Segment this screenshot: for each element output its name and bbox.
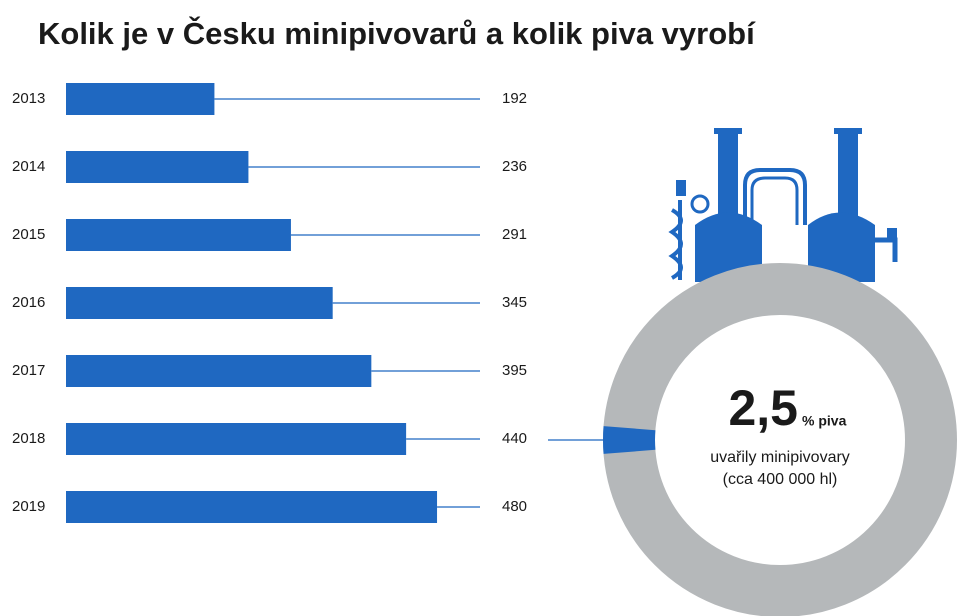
value-label: 395 [502,362,527,379]
year-label: 2013 [12,90,45,107]
note: (cca 400 000 hl) [723,471,838,488]
value-label: 480 [502,498,527,515]
year-label: 2014 [12,158,45,175]
unit-label: % piva [802,413,847,429]
bar [66,151,249,183]
year-label: 2015 [12,226,45,243]
donut-ring [603,263,957,616]
value-label: 345 [502,294,527,311]
year-label: 2016 [12,294,45,311]
bar [66,491,438,523]
brewery-icon [668,128,898,282]
year-label: 2018 [12,430,45,447]
title: Kolik je v Česku minipivovarů a kolik pi… [38,15,756,51]
donut-slice [603,426,656,454]
bar [66,219,291,251]
bar [66,83,215,115]
bar [66,287,333,319]
value-label: 440 [502,430,527,447]
value-label: 291 [502,226,527,243]
value-label: 236 [502,158,527,175]
big-value: 2,5 [728,380,798,436]
year-label: 2019 [12,498,45,515]
year-label: 2017 [12,362,45,379]
value-label: 192 [502,90,527,107]
subtitle: uvařily minipivovary [710,449,850,466]
bar [66,355,372,387]
bar [66,423,407,455]
